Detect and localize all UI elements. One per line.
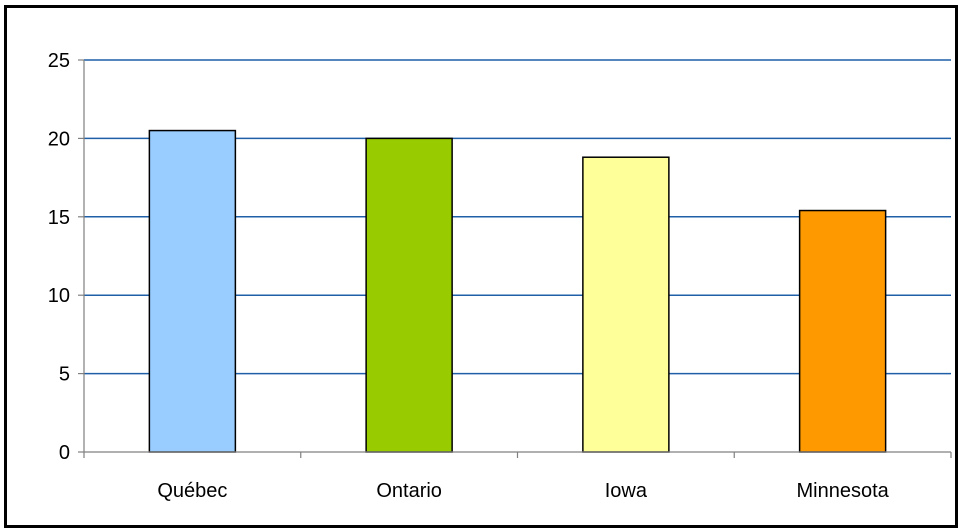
bar-québec (149, 131, 235, 452)
y-tick-label: 25 (48, 50, 70, 72)
x-tick-label: Ontario (376, 480, 442, 502)
bar-minnesota (800, 211, 886, 452)
y-tick-label: 5 (59, 364, 70, 386)
bars (149, 131, 885, 452)
y-tick-label: 10 (48, 285, 70, 307)
bar-chart: 0 5 10 15 20 25 Québec Ontario Iowa Minnesota (7, 8, 955, 525)
y-tick-label: 15 (48, 207, 70, 229)
x-tick-label: Québec (157, 480, 227, 502)
chart-frame: 0 5 10 15 20 25 Québec Ontario Iowa Minnesota (4, 5, 958, 528)
bar-ontario (366, 138, 452, 452)
bar-iowa (583, 157, 669, 452)
y-tick-label: 0 (59, 442, 70, 464)
x-tick-label: Iowa (605, 480, 648, 502)
y-tick-label: 20 (48, 128, 70, 150)
x-tick-label: Minnesota (796, 480, 889, 502)
